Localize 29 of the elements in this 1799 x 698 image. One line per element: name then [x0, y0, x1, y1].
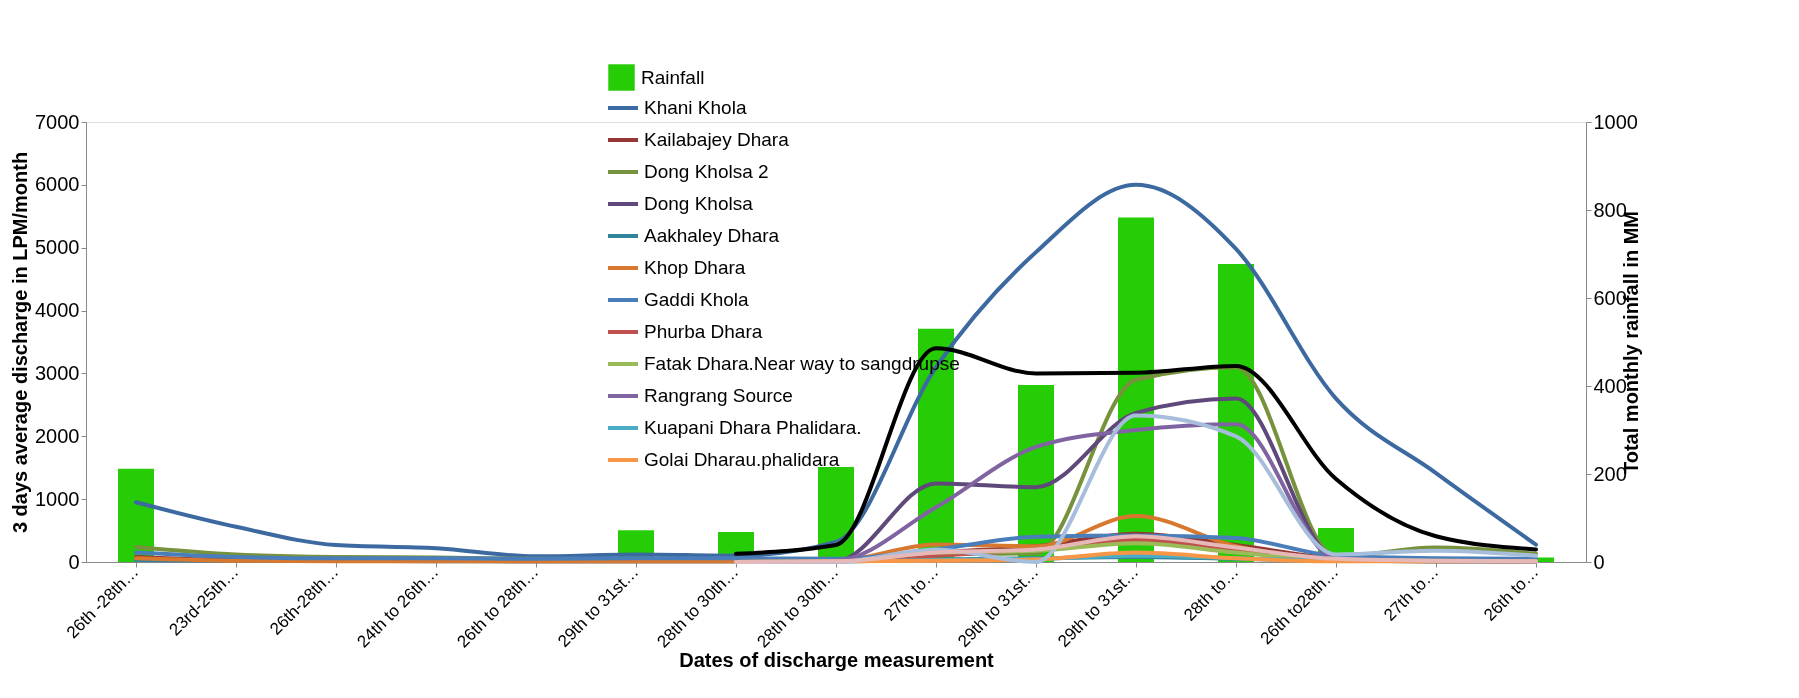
- legend-label: Khop Dhara: [644, 257, 746, 278]
- legend-label: Phurba Dhara: [644, 321, 763, 342]
- legend-label: Kailabajey Dhara: [644, 129, 790, 150]
- y-tick-label: 0: [68, 550, 80, 573]
- x-tick-label: 28th to…: [1180, 562, 1243, 625]
- y-tick-label: 1000: [35, 487, 80, 510]
- legend-label: Golai Dharau.phalidara: [644, 449, 840, 470]
- x-tick-label: 27th to…: [1380, 562, 1443, 625]
- y-tick-label: 7000: [35, 110, 80, 133]
- legend-label: Kuapani Dhara Phalidara.: [644, 417, 862, 438]
- legend-label: Rangrang Source: [644, 385, 793, 406]
- legend-label: Gaddi Khola: [644, 289, 750, 310]
- x-tick-label: 26th to…: [1480, 562, 1543, 625]
- y-tick-label: 3000: [35, 361, 80, 384]
- y-axis-title: 3 days average discharge in LPM/month: [9, 151, 32, 534]
- y-tick-label: 2000: [35, 424, 80, 447]
- y-tick-label: 4000: [35, 299, 80, 322]
- y2-tick-label: 800: [1593, 198, 1627, 221]
- x-axis-title: Dates of discharge measurement: [679, 648, 995, 671]
- y2-tick-label: 1000: [1593, 110, 1638, 133]
- legend-label: Dong Kholsa: [644, 193, 754, 214]
- y-tick-label: 5000: [35, 236, 80, 259]
- y-tick-label: 6000: [35, 173, 80, 196]
- y2-tick-label: 0: [1593, 550, 1605, 573]
- legend-label: Rainfall: [641, 66, 705, 88]
- legend-label: Aakhaley Dhara: [644, 225, 780, 246]
- x-tick-label: 27th to…: [880, 562, 943, 625]
- legend-label: Dong Kholsa 2: [644, 161, 769, 182]
- legend-label: Khani Khola: [644, 97, 747, 118]
